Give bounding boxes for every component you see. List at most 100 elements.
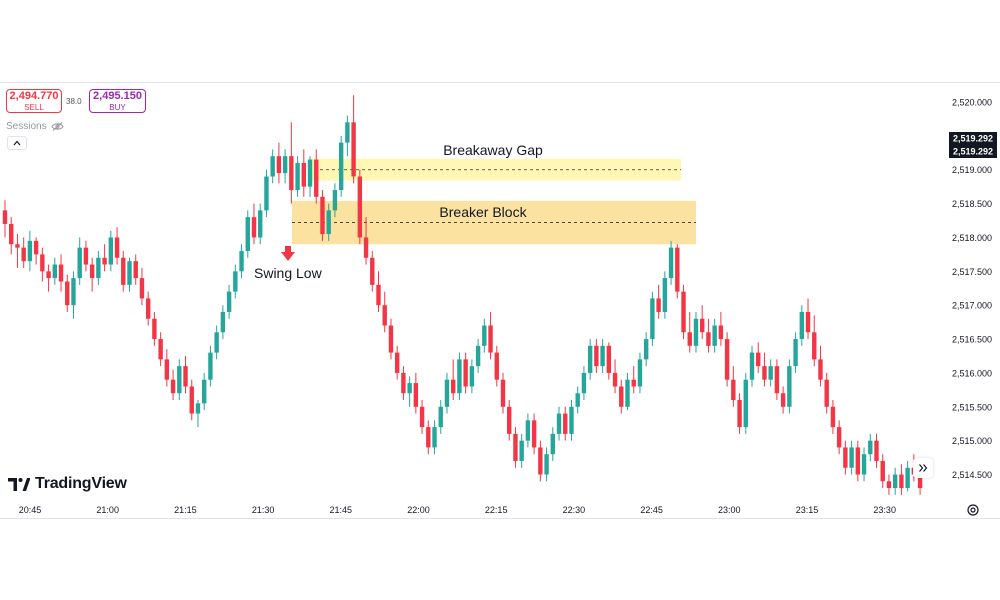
candle [9, 217, 14, 255]
tradingview-logo[interactable]: TradingView [8, 475, 127, 493]
candle-body [606, 345, 612, 373]
candle-body [239, 251, 244, 272]
x-tick-label: 21:30 [252, 505, 275, 515]
candle-body [675, 247, 680, 292]
x-tick-label: 23:30 [873, 505, 896, 515]
candle-body [332, 190, 338, 211]
candle [96, 251, 101, 285]
candle [83, 240, 89, 272]
candle [170, 369, 176, 401]
y-tick-label: 2,517.000 [952, 301, 992, 311]
candle-body [805, 311, 811, 333]
candle [899, 464, 904, 495]
candle-body [619, 386, 624, 407]
candle-body [594, 345, 599, 367]
candle [363, 217, 369, 265]
sessions-indicator[interactable]: Sessions [6, 121, 64, 132]
price-tag: 2,519.292 [949, 132, 997, 145]
candle [619, 379, 624, 414]
buy-button[interactable]: 2,495.150 BUY [89, 89, 146, 113]
candle-body [830, 406, 836, 428]
candle-body [799, 311, 804, 340]
candle [376, 271, 381, 312]
candle [700, 305, 705, 340]
candle [332, 183, 338, 218]
candle-body [749, 352, 755, 380]
candle-body [376, 284, 381, 306]
candle [706, 318, 711, 353]
candle [351, 95, 356, 184]
candle [762, 352, 767, 387]
candle [712, 318, 717, 353]
candle [21, 237, 26, 268]
candle [89, 257, 95, 292]
candle [880, 454, 885, 489]
buy-price: 2,495.150 [93, 90, 142, 102]
scroll-to-realtime-button[interactable] [913, 458, 933, 478]
x-tick-label: 21:45 [330, 505, 353, 515]
candle-body [513, 433, 518, 461]
candle [426, 420, 431, 455]
settings-gear-icon[interactable] [966, 503, 980, 517]
candle [33, 237, 39, 265]
candle-body [488, 325, 493, 353]
candle-body [301, 162, 306, 187]
candle-body [812, 332, 817, 360]
candle [15, 234, 20, 268]
candle-body [905, 467, 910, 489]
candle [494, 345, 499, 387]
candle [214, 325, 219, 360]
candle [370, 251, 375, 292]
candle [818, 345, 823, 387]
candle [258, 203, 263, 245]
x-tick-label: 22:45 [640, 505, 663, 515]
candle-body [407, 383, 412, 394]
candle-body [892, 474, 898, 489]
y-tick-label: 2,518.000 [952, 233, 992, 243]
candle [531, 413, 537, 455]
candle-body [650, 298, 655, 340]
candle-body [706, 332, 711, 346]
candle [307, 156, 313, 197]
sell-button[interactable]: 2,494.770 SELL [6, 89, 62, 113]
swing-low-label: Swing Low [254, 265, 323, 281]
candle [799, 305, 804, 346]
candle-body [114, 237, 120, 258]
candle-body [208, 352, 213, 380]
candle-body [556, 413, 562, 434]
candle-body [170, 379, 176, 394]
eye-hidden-icon[interactable] [51, 122, 64, 131]
candle [114, 227, 120, 265]
candle-body [756, 352, 761, 367]
candle [656, 284, 661, 319]
candle-body [581, 372, 587, 394]
candle-body [718, 325, 724, 340]
candle-body [220, 311, 226, 333]
candle-body [401, 372, 406, 394]
x-tick-label: 22:15 [485, 505, 508, 515]
candle [463, 352, 468, 394]
candle [145, 291, 151, 326]
candle [643, 332, 649, 367]
candle [27, 230, 33, 272]
candle-body [83, 247, 89, 265]
candle [139, 267, 145, 306]
candle-body [258, 210, 263, 238]
candle-body [71, 278, 76, 306]
candle [289, 122, 294, 204]
candle-body [276, 156, 282, 174]
candle [768, 359, 773, 387]
candle-body [314, 159, 319, 197]
candle [432, 420, 437, 455]
candle-body [357, 176, 363, 238]
candle [600, 339, 605, 373]
candle [737, 393, 742, 434]
candle [507, 400, 512, 441]
candle [164, 349, 170, 387]
candle [538, 440, 543, 482]
candle-body [102, 257, 107, 265]
candle [475, 339, 481, 373]
collapse-legend-button[interactable] [7, 136, 27, 150]
candle [419, 400, 425, 434]
